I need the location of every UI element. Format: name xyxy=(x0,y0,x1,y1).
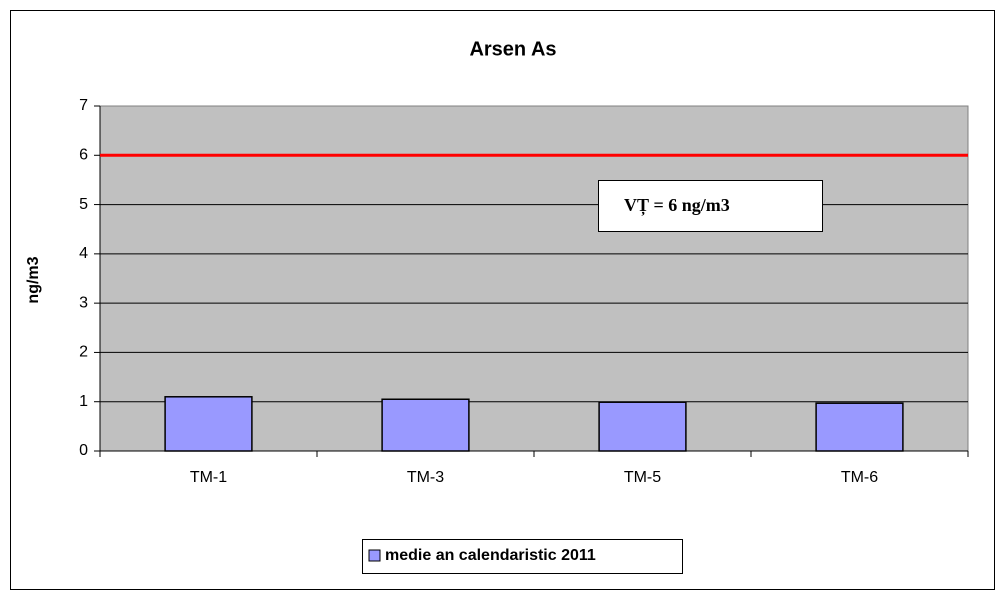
annotation: VȚ = 6 ng/m3 xyxy=(624,195,730,216)
bar xyxy=(815,402,904,452)
legend-box xyxy=(362,539,683,574)
plot-area xyxy=(99,105,969,452)
x-tick-label: TM-6 xyxy=(841,469,878,486)
y-tick-label: 3 xyxy=(79,294,88,311)
y-tick-label: 6 xyxy=(79,147,88,164)
x-tick-label: TM-3 xyxy=(407,469,444,486)
y-tick-label: 5 xyxy=(79,196,88,213)
y-axis-label: ng/m3 xyxy=(25,256,42,303)
legend-label: medie an calendaristic 2011 xyxy=(385,547,596,564)
chart-title: Arsen As xyxy=(469,38,556,60)
x-tick-label: TM-5 xyxy=(624,469,661,486)
x-tick-label: TM-1 xyxy=(190,469,227,486)
y-tick-label: 2 xyxy=(79,344,88,361)
bar xyxy=(164,396,253,452)
y-tick-label: 4 xyxy=(79,245,88,262)
bar xyxy=(381,398,470,452)
y-tick-label: 7 xyxy=(79,97,88,114)
y-tick-label: 1 xyxy=(79,393,88,410)
annotation-box xyxy=(598,180,823,232)
y-tick-label: 0 xyxy=(79,442,88,459)
legend-swatch xyxy=(368,549,381,562)
bar xyxy=(598,401,687,452)
